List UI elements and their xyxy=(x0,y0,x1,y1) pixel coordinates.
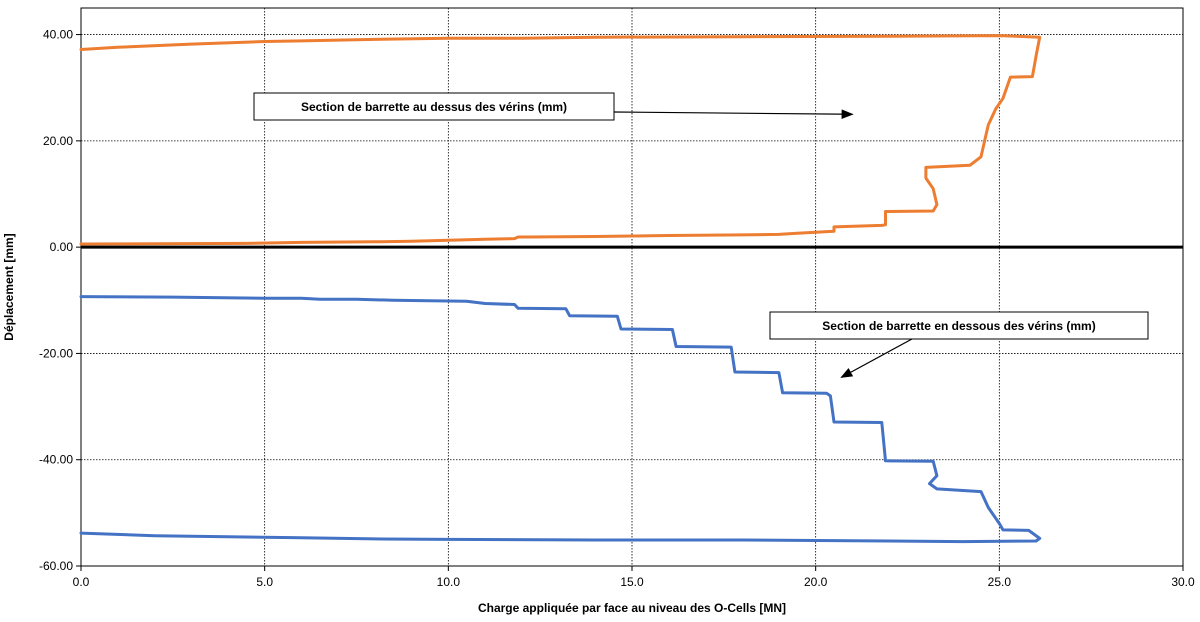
x-axis-title: Charge appliquée par face au niveau des … xyxy=(478,601,786,615)
x-axis-ticks: 0.0 5.0 10.0 15.0 20.0 25.0 30.0 xyxy=(73,566,1195,589)
series-line-0 xyxy=(79,34,1042,246)
x-tick-label-1: 5.0 xyxy=(256,575,273,589)
x-tick-label-5: 25.0 xyxy=(988,575,1012,589)
y-tick-label-3: 0.00 xyxy=(50,240,74,254)
annotation-upper: Section de barrette au dessus des vérins… xyxy=(253,92,854,121)
annotation-lower-arrow xyxy=(840,338,913,378)
x-tick-label-2: 10.0 xyxy=(437,575,461,589)
y-tick-label-0: -60.00 xyxy=(39,559,73,573)
annotation-upper-arrow xyxy=(613,109,854,119)
y-axis-ticks: -60.00 -40.00 -20.00 0.00 20.00 40.00 xyxy=(39,28,81,573)
y-tick-label-2: -20.00 xyxy=(39,346,73,360)
y-tick-label-1: -40.00 xyxy=(39,453,73,467)
series-group xyxy=(79,34,1042,544)
y-tick-label-5: 40.00 xyxy=(43,28,73,42)
annotation-lower-text: Section de barrette en dessous des vérin… xyxy=(822,319,1095,333)
x-tick-label-4: 20.0 xyxy=(804,575,828,589)
annotation-upper-box xyxy=(253,92,615,121)
x-tick-label-0: 0.0 xyxy=(73,575,90,589)
annotation-lower: Section de barrette en dessous des vérin… xyxy=(769,311,1149,378)
x-tick-label-6: 30.0 xyxy=(1171,575,1195,589)
annotation-upper-text: Section de barrette au dessus des vérins… xyxy=(301,100,567,114)
series-line-1 xyxy=(79,295,1042,544)
y-tick-label-4: 20.00 xyxy=(43,134,73,148)
annotation-lower-box xyxy=(769,311,1149,340)
x-tick-label-3: 15.0 xyxy=(620,575,644,589)
annotations: Section de barrette au dessus des vérins… xyxy=(253,92,1149,378)
y-axis-title: Déplacement [mm] xyxy=(2,233,16,340)
